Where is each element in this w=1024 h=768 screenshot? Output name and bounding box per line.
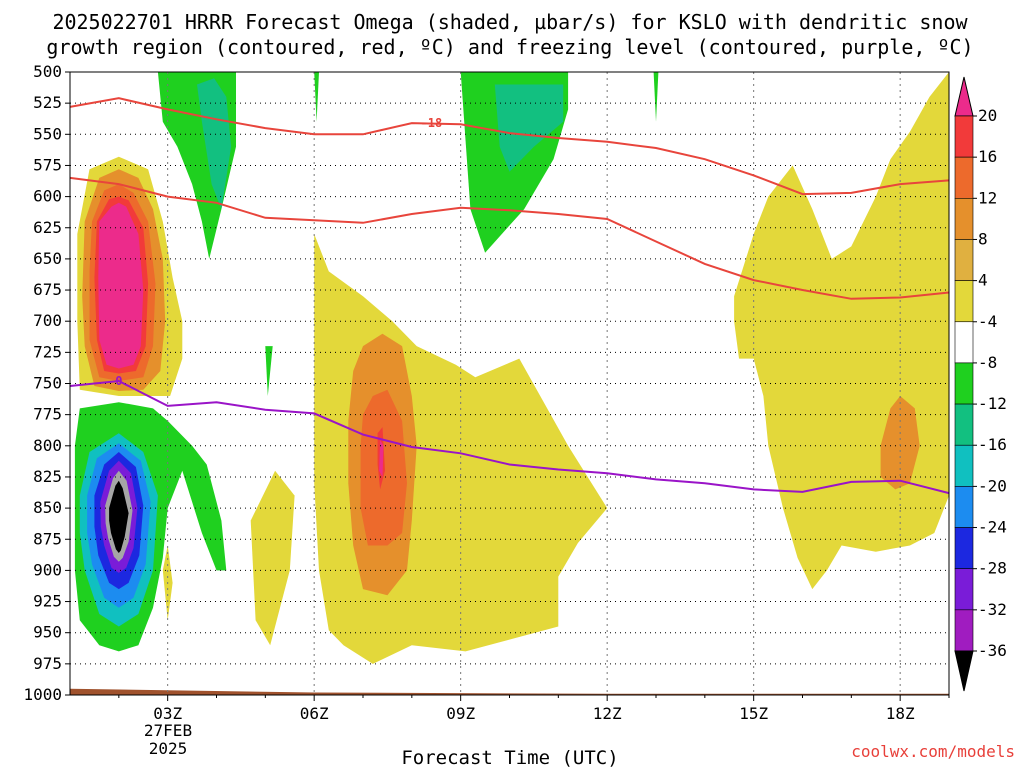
colorbar-swatch-2 (954, 156, 974, 199)
y-tick-label-700: 700 (33, 311, 62, 330)
omega-level--36 (109, 480, 129, 553)
omega-region-20-0 (98, 202, 144, 369)
x-axis-label: Forecast Time (UTC) (401, 747, 618, 768)
colorbar-label-1: 16 (978, 147, 997, 166)
colorbar-swatch-9 (954, 444, 974, 487)
year-label: 2025 (149, 739, 188, 758)
omega-level--12 (197, 78, 564, 210)
colorbar-legend: 20 16 12 8 4 -4 -8 -12 -16 -20 -24 -28 -32 -36 (954, 76, 1007, 692)
colorbar-label-7: -12 (978, 394, 1007, 413)
colorbar-label-11: -28 (978, 559, 1007, 578)
y-tick-label-575: 575 (33, 155, 62, 174)
omega-region-4-4 (734, 72, 949, 590)
colorbar-label-10: -24 (978, 518, 1007, 537)
omega-region-4-2 (250, 470, 295, 646)
omega-level-20 (98, 202, 384, 477)
dgz-contour-label: -18 (421, 116, 443, 130)
y-tick-label-500: 500 (33, 62, 62, 81)
x-tick-label-12Z: 12Z (593, 704, 622, 723)
y-tick-label-725: 725 (33, 342, 62, 361)
y-tick-label-525: 525 (33, 93, 62, 112)
y-tick-label-550: 550 (33, 124, 62, 143)
x-tick-label-06Z: 06Z (300, 704, 329, 723)
colorbar-swatch-1 (954, 115, 974, 158)
terrain-polygon (70, 688, 949, 695)
dgz-top-line (69, 97, 950, 196)
pressure-axis: 500 525 550 575 600 625 650 675 700 725 750 775 800 8… (23, 62, 70, 704)
x-tick-label-09Z: 09Z (446, 704, 475, 723)
date-label: 27FEB (144, 721, 192, 740)
y-tick-label-950: 950 (33, 623, 62, 642)
colorbar-label-6: -8 (978, 353, 997, 372)
colorbar-swatch-3 (954, 198, 974, 240)
y-tick-label-900: 900 (33, 560, 62, 579)
colorbar-swatch-5 (954, 280, 974, 323)
contour-lines: -18 0 (69, 97, 950, 495)
y-tick-label-775: 775 (33, 405, 62, 424)
x-tick-label-18Z: 18Z (886, 704, 915, 723)
y-tick-label-1000: 1000 (23, 685, 62, 704)
y-tick-label-600: 600 (33, 187, 62, 206)
omega-region--12-0 (197, 78, 232, 210)
colorbar-top-arrow (954, 76, 974, 117)
colorbar-swatch-12 (954, 568, 974, 611)
colorbar-label-4: 4 (978, 271, 988, 290)
colorbar-swatch-11 (954, 527, 974, 569)
omega-region-20-1 (379, 439, 384, 477)
colorbar-label-8: -16 (978, 435, 1007, 454)
y-tick-label-800: 800 (33, 436, 62, 455)
freezing-contour-label: 0 (115, 374, 122, 388)
colorbar-swatch-10 (954, 486, 974, 528)
y-tick-label-675: 675 (33, 280, 62, 299)
colorbar-swatch-4 (954, 239, 974, 281)
colorbar-swatch-8 (954, 403, 974, 446)
colorbar-swatch-6 (954, 321, 974, 364)
y-tick-label-850: 850 (33, 498, 62, 517)
colorbar-label-5: -4 (978, 312, 997, 331)
y-tick-label-750: 750 (33, 374, 62, 393)
omega-region--12-1 (494, 84, 564, 172)
terrain-fill (70, 688, 949, 695)
colorbar-label-0: 20 (978, 106, 997, 125)
dgz-bottom-line (69, 176, 950, 300)
omega-region--8-1 (314, 72, 319, 122)
y-tick-label-975: 975 (33, 654, 62, 673)
y-tick-label-650: 650 (33, 249, 62, 268)
freezing-level-line (69, 379, 950, 495)
y-tick-label-875: 875 (33, 529, 62, 548)
y-tick-label-925: 925 (33, 592, 62, 611)
colorbar-label-13: -36 (978, 641, 1007, 660)
omega-region--36-0 (109, 480, 129, 553)
colorbar-swatch-7 (954, 362, 974, 405)
chart-title-line-2: growth region (contoured, red, ºC) and f… (46, 35, 973, 59)
y-tick-label-625: 625 (33, 218, 62, 237)
credit-text[interactable]: coolwx.com/models (851, 742, 1015, 761)
colorbar-label-2: 12 (978, 188, 997, 207)
omega-region--8-3 (653, 72, 659, 122)
omega-region--8-4 (265, 346, 273, 396)
x-tick-label-03Z: 03Z (153, 704, 182, 723)
colorbar-swatch-13 (954, 609, 974, 652)
colorbar-label-3: 8 (978, 229, 988, 248)
colorbar-bottom-arrow (954, 650, 974, 692)
colorbar-label-12: -32 (978, 600, 1007, 619)
omega-region-8-2 (880, 396, 920, 490)
colorbar-label-9: -20 (978, 476, 1007, 495)
chart-title-line-1: 2025022701 HRRR Forecast Omega (shaded, … (52, 10, 968, 34)
y-tick-label-825: 825 (33, 467, 62, 486)
x-tick-label-15Z: 15Z (739, 704, 768, 723)
time-axis: 03Z 06Z 09Z 12Z 15Z 18Z (118, 695, 950, 723)
omega-shading (74, 72, 949, 664)
